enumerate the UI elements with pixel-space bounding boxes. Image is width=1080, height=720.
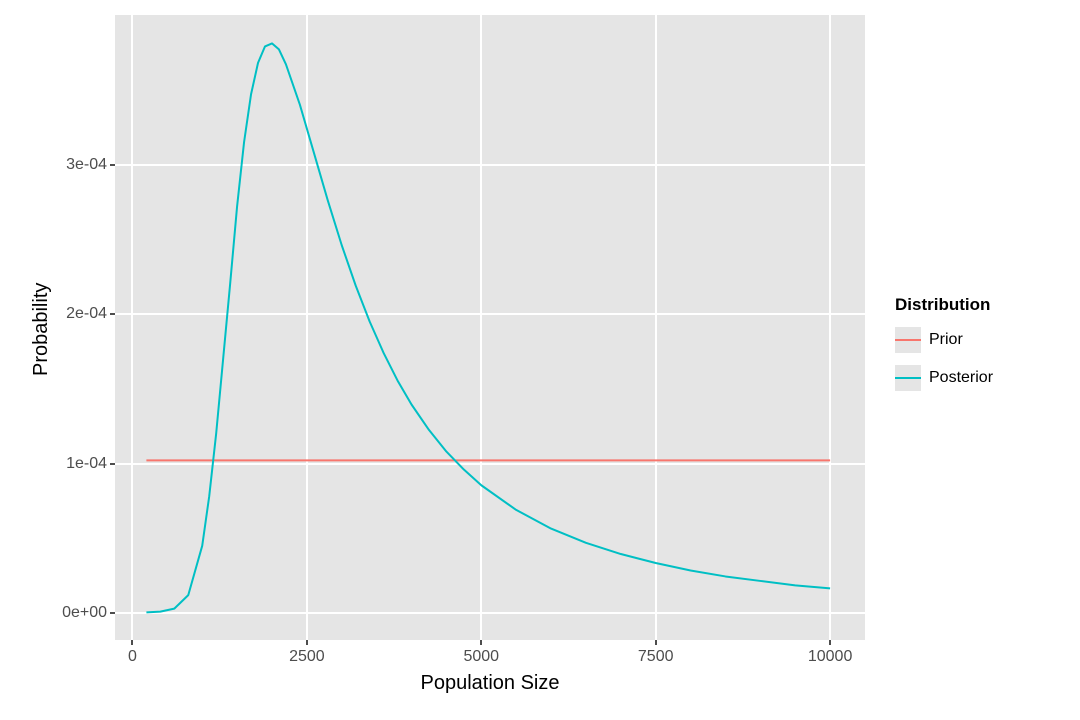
legend-key-line — [895, 377, 921, 379]
x-tick — [306, 640, 308, 645]
y-tick-label: 0e+00 — [53, 604, 107, 622]
y-tick — [110, 612, 115, 614]
y-tick-label: 3e-04 — [53, 156, 107, 174]
legend-label: Posterior — [929, 369, 993, 387]
x-tick — [829, 640, 831, 645]
legend: Distribution Prior Posterior — [895, 295, 1055, 403]
legend-items: Prior Posterior — [895, 327, 1055, 391]
x-axis-title: Population Size — [115, 672, 865, 695]
x-tick — [655, 640, 657, 645]
legend-key-line — [895, 339, 921, 341]
legend-item-prior: Prior — [895, 327, 1055, 353]
plot-lines — [115, 15, 865, 640]
y-tick-label: 1e-04 — [53, 455, 107, 473]
x-tick-label: 2500 — [289, 648, 325, 666]
y-tick — [110, 313, 115, 315]
chart-container: 025005000750010000 0e+001e-042e-043e-04 … — [0, 0, 1080, 720]
series-line-posterior — [146, 43, 830, 612]
x-tick-label: 0 — [128, 648, 137, 666]
y-axis-title: Probability — [30, 282, 53, 375]
legend-key — [895, 365, 921, 391]
y-tick — [110, 164, 115, 166]
legend-key — [895, 327, 921, 353]
x-tick — [131, 640, 133, 645]
legend-label: Prior — [929, 331, 963, 349]
legend-title: Distribution — [895, 295, 1055, 315]
x-tick-label: 5000 — [463, 648, 499, 666]
plot-panel — [115, 15, 865, 640]
x-tick-label: 7500 — [638, 648, 674, 666]
y-tick — [110, 463, 115, 465]
legend-item-posterior: Posterior — [895, 365, 1055, 391]
x-tick-label: 10000 — [808, 648, 853, 666]
y-tick-label: 2e-04 — [53, 305, 107, 323]
x-tick — [480, 640, 482, 645]
